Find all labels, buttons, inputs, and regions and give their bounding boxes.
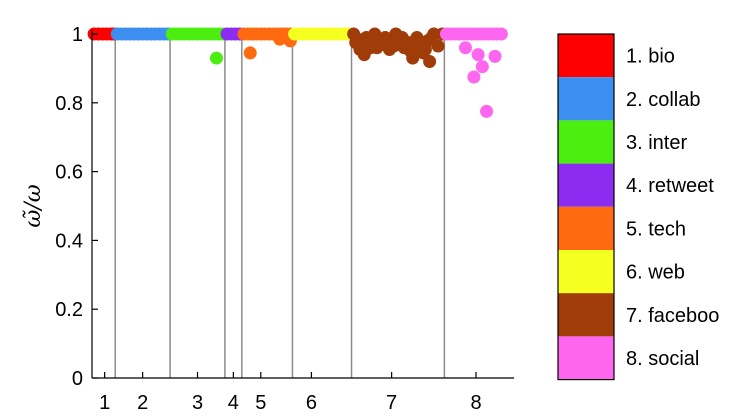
data-point-group-7 <box>416 46 430 60</box>
data-point-group-7 <box>357 48 371 62</box>
ticks: 0 0.2 0.4 0.6 0.8 1 1 2 3 4 5 6 7 8 <box>55 24 481 414</box>
x-tick-label: 6 <box>306 392 317 414</box>
y-tick-label: 0 <box>72 368 83 390</box>
data-point-group-5 <box>243 46 257 60</box>
data-point-group-8 <box>467 70 481 84</box>
x-tick-label: 7 <box>386 392 397 414</box>
legend-swatch <box>558 34 614 78</box>
legend-label: 2. collab <box>626 89 701 111</box>
legend-swatch <box>558 250 614 294</box>
y-tick-label: 0.4 <box>55 230 83 252</box>
x-tick-label: 4 <box>228 392 239 414</box>
data-point-group-5 <box>273 32 287 46</box>
legend-swatch <box>558 336 614 380</box>
legend-label: 3. inter <box>626 132 687 154</box>
data-point-group-8 <box>488 49 502 63</box>
legend-swatch <box>558 120 614 164</box>
data-points <box>87 27 508 118</box>
legend-label: 4. retweet <box>626 175 714 197</box>
legend-label: 6. web <box>626 262 685 284</box>
legend-label: 7. faceboo <box>626 305 719 327</box>
legend-border <box>557 33 615 381</box>
y-tick-label: 0.2 <box>55 299 83 321</box>
y-axis-label: ω̃/ω <box>21 184 46 227</box>
legend-swatch <box>558 206 614 250</box>
axes <box>91 30 514 379</box>
data-point-group-8 <box>475 60 489 74</box>
legend-swatch <box>558 293 614 337</box>
y-tick-label: 0.8 <box>55 93 83 115</box>
y-tick-label: 0.6 <box>55 162 83 184</box>
data-point-group-7 <box>378 30 392 44</box>
data-point-group-7 <box>425 30 439 44</box>
legend-label: 8. social <box>626 348 699 370</box>
x-tick-label: 3 <box>192 392 203 414</box>
data-point-group-3 <box>209 51 223 65</box>
legend-swatch <box>558 77 614 121</box>
legend-label: 1. bio <box>626 46 675 68</box>
data-point-group-8 <box>471 48 485 62</box>
legend-label: 5. tech <box>626 218 686 240</box>
group-boundary-lines <box>114 34 446 378</box>
legend: 1. bio 2. collab 3. inter 4. retweet 5. tech… <box>557 33 719 381</box>
x-tick-label: 5 <box>255 392 266 414</box>
x-tick-label: 8 <box>470 392 481 414</box>
data-point-group-8 <box>494 27 508 41</box>
y-tick-label: 1 <box>72 24 83 46</box>
data-point-group-8 <box>458 41 472 55</box>
x-tick-label: 1 <box>99 392 110 414</box>
data-point-group-8 <box>480 104 494 118</box>
x-tick-label: 2 <box>137 392 148 414</box>
legend-swatch <box>558 163 614 207</box>
